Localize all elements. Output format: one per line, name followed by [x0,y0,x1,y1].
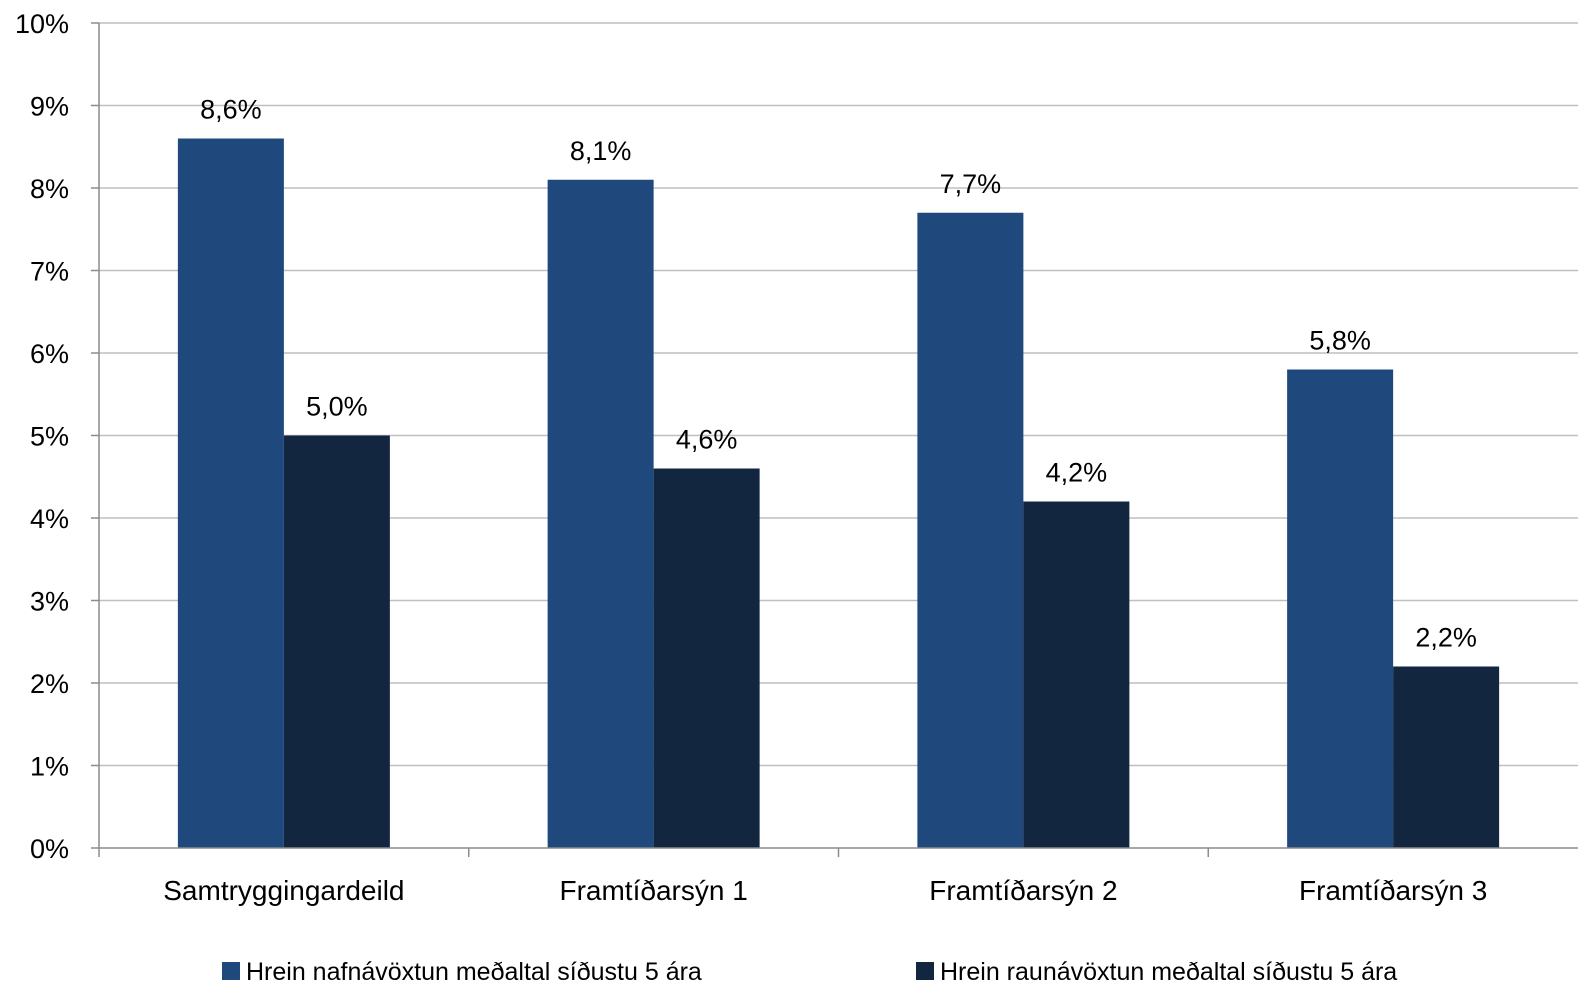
y-tick-label: 5% [30,422,69,452]
y-tick-label: 10% [15,9,69,39]
bar-raunavoxtun-0 [283,435,390,848]
legend-label: Hrein nafnávöxtun meðaltal síðustu 5 ára [246,958,702,986]
x-tick-label: Samtryggingardeild [163,875,404,906]
data-label: 2,2% [1415,623,1477,653]
bars [177,138,1500,848]
legend-swatch [222,962,240,980]
y-tick-label: 4% [30,504,69,534]
y-tick-label: 3% [30,587,69,617]
bar-nafnavoxtun-1 [547,179,654,848]
y-tick-label: 7% [30,257,69,287]
y-tick-label: 0% [30,834,69,864]
data-label: 8,6% [200,95,262,125]
y-tick-label: 6% [30,339,69,369]
bar-raunavoxtun-1 [653,468,760,848]
legend-swatch [916,962,934,980]
legend: Hrein nafnávöxtun meðaltal síðustu 5 ára… [222,958,1397,986]
data-label: 8,1% [570,136,632,166]
x-tick-label: Framtíðarsýn 1 [559,875,747,906]
bar-raunavoxtun-2 [1023,501,1130,848]
data-label: 5,0% [306,392,368,422]
bar-raunavoxtun-3 [1393,666,1500,848]
data-labels: 8,6% 8,1% 7,7% 5,8% 5,0% 4,6% 4,2% 2,2% [200,95,1477,653]
bar-nafnavoxtun-3 [1287,369,1394,848]
legend-label: Hrein raunávöxtun meðaltal síðustu 5 ára [940,958,1397,986]
data-label: 5,8% [1309,326,1371,356]
data-label: 7,7% [940,169,1002,199]
data-label: 4,2% [1046,458,1108,488]
y-tick-label: 2% [30,669,69,699]
data-label: 4,6% [676,425,738,455]
x-tick-label: Framtíðarsýn 3 [1299,875,1487,906]
x-tick-label: Framtíðarsýn 2 [929,875,1117,906]
bar-nafnavoxtun-2 [917,212,1024,848]
y-tick-label: 8% [30,174,69,204]
y-tick-label: 9% [30,92,69,122]
axes: 0% 1% 2% 3% 4% 5% 6% 7% 8% 9% 10% Samtryggingardeil… [15,9,1578,906]
y-tick-label: 1% [30,752,69,782]
bar-nafnavoxtun-0 [177,138,284,848]
